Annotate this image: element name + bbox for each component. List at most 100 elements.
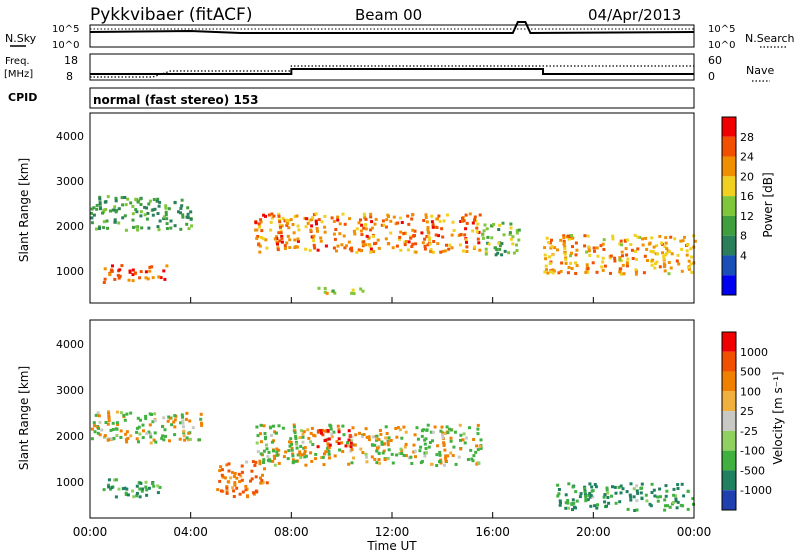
data-cell: [550, 238, 553, 242]
data-cell: [658, 487, 662, 491]
data-cell: [686, 243, 689, 247]
data-cell: [609, 254, 613, 258]
data-cell: [129, 411, 133, 415]
data-cell: [90, 437, 94, 441]
data-cell: [272, 454, 276, 458]
date-title: 04/Apr/2013: [588, 6, 681, 24]
data-cell: [152, 438, 156, 442]
data-cell: [449, 439, 453, 443]
data-cell: [179, 211, 182, 215]
data-cell: [265, 447, 269, 451]
data-cell: [314, 219, 318, 223]
data-cell: [277, 461, 281, 465]
data-cell: [396, 221, 400, 225]
data-cell: [431, 250, 435, 254]
data-cell: [240, 464, 244, 468]
data-cell: [148, 269, 152, 273]
data-cell: [278, 224, 282, 227]
data-cell: [473, 215, 477, 219]
data-cell: [426, 228, 430, 231]
data-cell: [294, 440, 298, 444]
data-cell: [323, 429, 327, 433]
power-ytick-1000: 1000: [56, 265, 84, 278]
data-cell: [409, 236, 413, 240]
data-cell: [298, 450, 302, 454]
data-cell: [490, 224, 493, 228]
data-cell: [261, 473, 264, 477]
data-cell: [138, 487, 142, 491]
data-cell: [605, 504, 608, 508]
data-cell: [181, 415, 184, 419]
data-cell: [92, 421, 96, 425]
data-cell: [332, 246, 336, 250]
data-cell: [116, 423, 120, 427]
data-cell: [369, 247, 373, 251]
data-cell: [662, 262, 666, 266]
data-cell: [148, 199, 152, 203]
data-cell: [603, 500, 607, 504]
data-cell: [450, 246, 454, 250]
data-cell: [613, 259, 617, 263]
data-cell: [165, 264, 169, 268]
data-cell: [147, 202, 151, 206]
data-cell: [512, 251, 516, 255]
data-cell: [162, 416, 166, 420]
data-cell: [461, 219, 464, 223]
data-cell: [445, 425, 449, 429]
data-cell: [358, 431, 361, 435]
data-cell: [625, 261, 629, 265]
colorbar-tick: 4: [740, 249, 747, 262]
data-cell: [651, 258, 655, 262]
data-cell: [151, 213, 155, 217]
data-cell: [300, 429, 303, 433]
data-cell: [347, 429, 351, 433]
data-cell: [314, 457, 317, 461]
data-cell: [441, 436, 445, 440]
colorbar-swatch: [722, 371, 736, 392]
data-cell: [400, 221, 404, 224]
data-cell: [139, 210, 143, 214]
colorbar-swatch: [722, 470, 736, 491]
data-cell: [402, 425, 406, 429]
data-cell: [139, 197, 143, 201]
data-cell: [235, 486, 239, 490]
data-cell: [629, 243, 633, 246]
data-cell: [156, 225, 160, 229]
data-cell: [437, 234, 440, 238]
data-cell: [372, 234, 375, 238]
data-cell: [564, 493, 568, 497]
data-cell: [157, 275, 161, 279]
data-cell: [314, 452, 318, 456]
data-cell: [293, 431, 297, 435]
data-cell: [131, 212, 135, 216]
data-cell: [644, 493, 648, 497]
data-cell: [482, 229, 486, 233]
data-cell: [377, 452, 381, 455]
data-cell: [476, 423, 480, 427]
data-cell: [362, 433, 366, 436]
data-cell: [254, 489, 258, 493]
data-cell: [517, 228, 521, 232]
data-cell: [591, 495, 595, 499]
data-cell: [348, 217, 352, 221]
nave-trace: [90, 65, 694, 78]
data-cell: [337, 428, 341, 432]
data-cell: [610, 494, 613, 498]
data-cell: [438, 219, 442, 223]
data-cell: [635, 258, 638, 261]
data-cell: [478, 248, 482, 252]
nsky-label: N.Sky: [5, 32, 37, 45]
data-cell: [614, 491, 618, 495]
data-cell: [117, 487, 121, 491]
data-cell: [619, 239, 623, 243]
data-cell: [118, 268, 122, 272]
data-cell: [399, 230, 403, 234]
data-cell: [132, 225, 135, 229]
x-tick-label: 04:00: [173, 525, 208, 539]
data-cell: [370, 443, 374, 447]
cpid-strip-frame: [89, 87, 695, 109]
data-cell: [327, 437, 331, 441]
data-cell: [662, 254, 666, 258]
data-cell: [264, 238, 268, 242]
data-cell: [129, 434, 133, 438]
